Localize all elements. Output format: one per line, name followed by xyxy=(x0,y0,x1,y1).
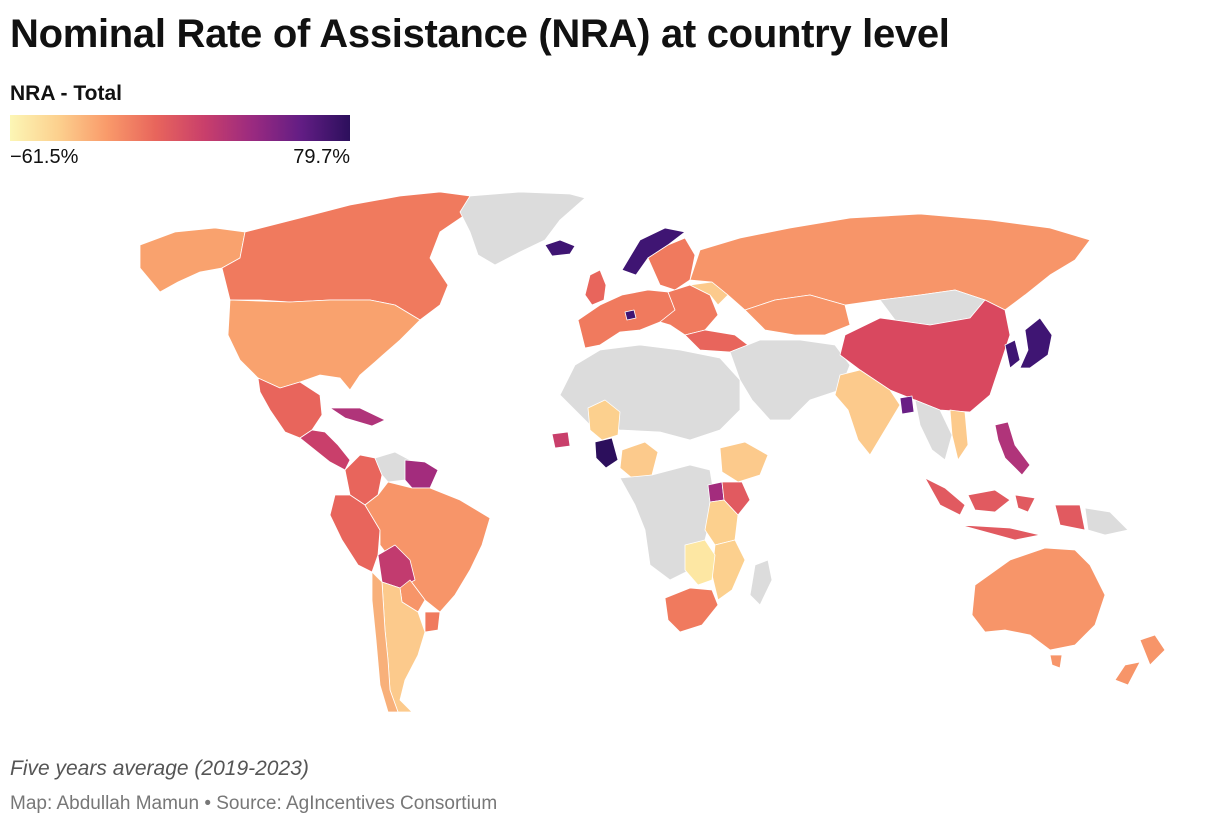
region-burkina-ghana[interactable] xyxy=(594,437,619,469)
country-south-africa[interactable] xyxy=(664,587,719,633)
country-switzerland[interactable] xyxy=(624,309,637,321)
country-australia[interactable] xyxy=(971,547,1106,651)
region-central-america[interactable] xyxy=(299,429,351,471)
country-ethiopia[interactable] xyxy=(719,441,769,483)
country-india[interactable] xyxy=(834,369,901,456)
chart-title: Nominal Rate of Assistance (NRA) at coun… xyxy=(10,12,950,56)
country-mali[interactable] xyxy=(587,399,621,441)
country-new-zealand[interactable] xyxy=(1114,634,1166,686)
region-middle-east[interactable] xyxy=(729,339,851,421)
country-papua-new-guinea[interactable] xyxy=(1084,507,1129,536)
country-usa[interactable] xyxy=(227,299,421,391)
country-peru[interactable] xyxy=(329,494,381,573)
region-mozambique-malawi[interactable] xyxy=(711,539,746,601)
country-kazakhstan[interactable] xyxy=(744,294,851,336)
region-north-africa[interactable] xyxy=(559,344,741,441)
footnote: Five years average (2019-2023) xyxy=(10,757,309,780)
legend-title: NRA - Total xyxy=(10,82,122,105)
country-chile[interactable] xyxy=(371,571,399,713)
country-madagascar[interactable] xyxy=(749,559,773,606)
country-philippines[interactable] xyxy=(994,421,1031,476)
country-alaska[interactable] xyxy=(139,227,246,293)
country-greenland[interactable] xyxy=(459,191,586,266)
region-mainland-southeast-asia[interactable] xyxy=(914,399,953,461)
country-kenya[interactable] xyxy=(721,481,751,516)
country-nigeria[interactable] xyxy=(619,441,659,479)
legend-color-bar xyxy=(10,115,350,141)
source-credit: Map: Abdullah Mamun • Source: AgIncentiv… xyxy=(10,793,498,814)
country-uk[interactable] xyxy=(584,269,607,306)
country-bangladesh[interactable] xyxy=(899,395,915,415)
country-brazil[interactable] xyxy=(364,481,491,613)
country-vietnam[interactable] xyxy=(949,409,969,461)
region-caribbean[interactable] xyxy=(329,407,386,427)
country-mexico[interactable] xyxy=(257,377,323,439)
world-map xyxy=(139,191,1166,713)
legend-min-label: −61.5% xyxy=(10,146,79,168)
country-iceland[interactable] xyxy=(544,239,576,257)
region-sweden-finland[interactable] xyxy=(647,237,696,291)
country-uruguay[interactable] xyxy=(424,611,441,633)
legend-max-label: 79.7% xyxy=(293,146,350,168)
country-norway[interactable] xyxy=(621,227,686,276)
country-uganda[interactable] xyxy=(707,481,725,503)
country-russia[interactable] xyxy=(689,213,1091,311)
country-indonesia[interactable] xyxy=(924,477,1086,541)
region-guianas[interactable] xyxy=(404,459,439,489)
country-senegal[interactable] xyxy=(551,431,571,449)
country-tasmania[interactable] xyxy=(1049,654,1063,669)
region-zambia-zimbabwe[interactable] xyxy=(684,539,716,586)
region-korea-japan[interactable] xyxy=(1004,317,1053,369)
